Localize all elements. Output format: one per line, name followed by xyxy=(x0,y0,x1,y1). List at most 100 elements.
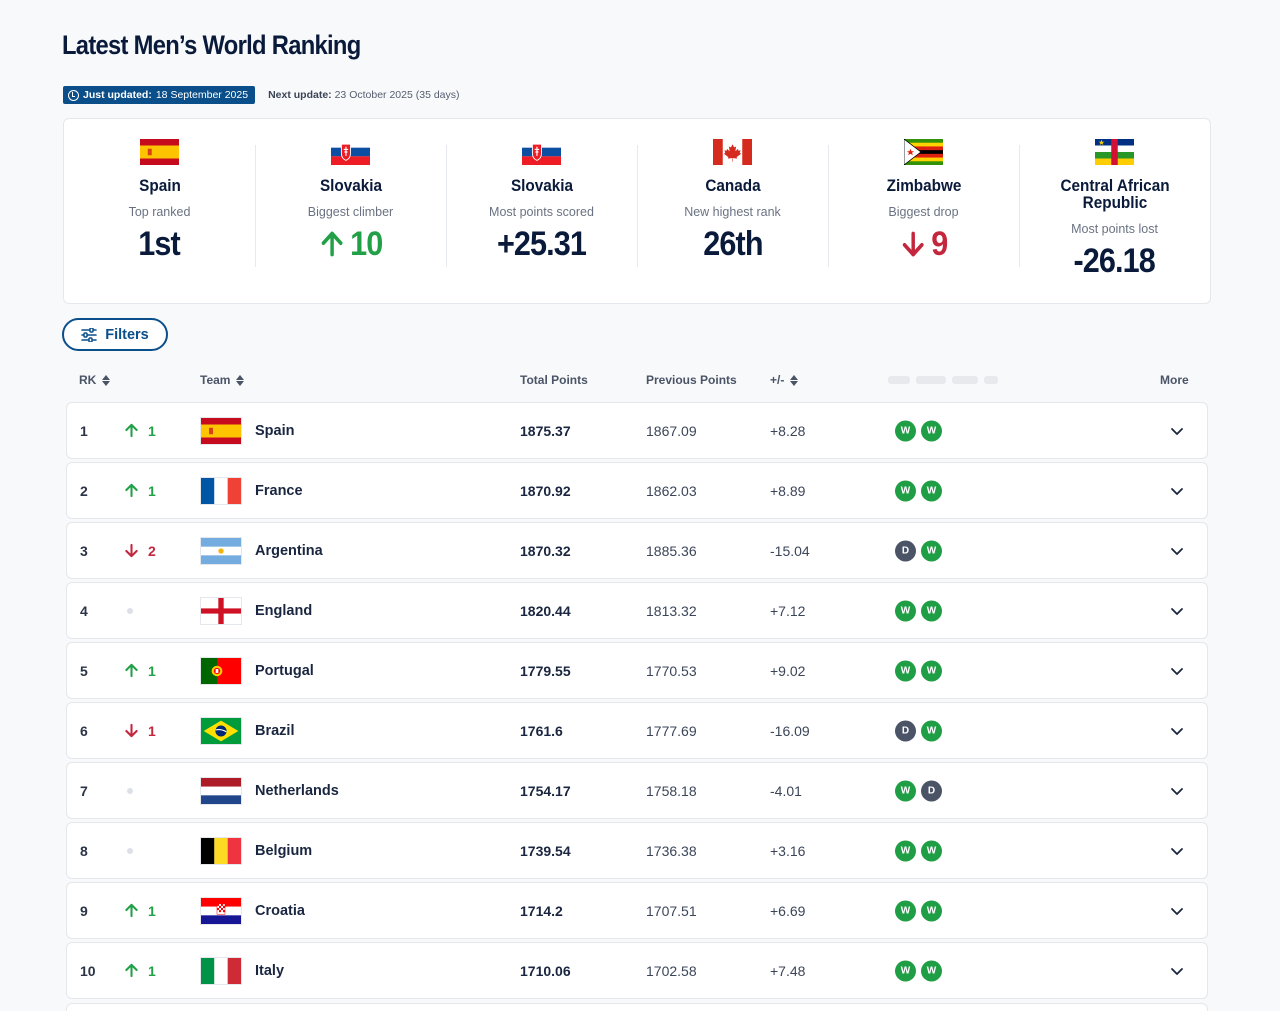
team-name[interactable]: France xyxy=(255,482,303,499)
flag-argentina-icon xyxy=(200,536,242,565)
column-total-label: Total Points xyxy=(520,373,588,387)
chevron-down-icon[interactable] xyxy=(1169,543,1185,559)
clock-icon xyxy=(68,89,79,101)
team-name[interactable]: England xyxy=(255,602,313,619)
form-result-badge: W xyxy=(921,900,942,921)
flag-england-icon xyxy=(200,596,242,625)
stat-label: New highest rank xyxy=(684,205,781,219)
stat-biggest-drop: Zimbabwe Biggest drop 9 xyxy=(828,119,1019,303)
form-result-badge: W xyxy=(921,480,942,501)
column-header-diff[interactable]: +/- xyxy=(770,373,799,387)
team-name[interactable]: Italy xyxy=(255,962,285,979)
points-diff-cell: +9.02 xyxy=(770,662,806,679)
rank-cell: 2 xyxy=(80,482,88,499)
column-header-previous-points: Previous Points xyxy=(646,373,737,387)
sort-icon xyxy=(790,374,799,386)
rank-cell: 7 xyxy=(80,782,88,799)
total-points-cell: 1754.17 xyxy=(520,782,571,799)
chevron-down-icon[interactable] xyxy=(1169,903,1185,919)
filters-button[interactable]: Filters xyxy=(62,318,168,351)
form-result-badge: W xyxy=(921,720,942,741)
form-result-badge: W xyxy=(895,600,916,621)
team-name[interactable]: Brazil xyxy=(255,722,295,739)
stat-most-points-scored: Slovakia Most points scored +25.31 xyxy=(446,119,637,303)
form-result-badge: W xyxy=(895,780,916,801)
rank-cell: 1 xyxy=(80,422,88,439)
just-updated-badge: Just updated: 18 September 2025 xyxy=(63,86,256,104)
stat-value-text: 10 xyxy=(349,225,383,263)
rank-move-value: 1 xyxy=(148,422,156,439)
table-row-partial[interactable] xyxy=(66,1003,1208,1011)
column-team-label: Team xyxy=(200,373,231,387)
stat-team: Spain xyxy=(138,176,181,195)
chevron-down-icon[interactable] xyxy=(1169,483,1185,499)
total-points-cell: 1710.06 xyxy=(520,962,571,979)
chevron-down-icon[interactable] xyxy=(1169,423,1185,439)
stat-team: Central African Republic xyxy=(1059,176,1170,212)
just-updated-label: Just updated: xyxy=(83,89,152,101)
stats-summary-card: Spain Top ranked 1st Slovakia Biggest cl… xyxy=(63,118,1211,304)
stat-value-text: 9 xyxy=(930,225,948,263)
previous-points-cell: 1862.03 xyxy=(646,482,697,499)
team-name[interactable]: Croatia xyxy=(255,902,305,919)
team-name[interactable]: Argentina xyxy=(255,542,323,559)
stat-label: Most points lost xyxy=(1071,222,1158,236)
chevron-down-icon[interactable] xyxy=(1169,843,1185,859)
chevron-down-icon[interactable] xyxy=(1169,723,1185,739)
chevron-down-icon[interactable] xyxy=(1169,783,1185,799)
team-name[interactable]: Portugal xyxy=(255,662,314,679)
form-result-badge: W xyxy=(895,840,916,861)
sort-icon xyxy=(102,374,111,386)
rank-move: 1 xyxy=(124,963,156,979)
team-name[interactable]: Spain xyxy=(255,422,295,439)
points-diff-cell: +8.28 xyxy=(770,422,806,439)
form-result-badge: D xyxy=(895,720,916,741)
form-result-badge: W xyxy=(921,960,942,981)
column-header-rank[interactable]: RK xyxy=(79,373,111,387)
previous-points-cell: 1770.53 xyxy=(646,662,697,679)
chevron-down-icon[interactable] xyxy=(1169,963,1185,979)
next-update-date: 23 October 2025 (35 days) xyxy=(334,89,460,101)
previous-points-cell: 1758.18 xyxy=(646,782,697,799)
flag-netherlands-icon xyxy=(200,776,242,805)
column-header-more: More xyxy=(1160,373,1189,387)
flag-car-icon xyxy=(1095,139,1134,165)
rank-move-value: 1 xyxy=(148,962,156,979)
total-points-cell: 1739.54 xyxy=(520,842,571,859)
previous-points-cell: 1707.51 xyxy=(646,902,697,919)
rank-move-value: 1 xyxy=(148,722,156,739)
stat-value: +25.31 xyxy=(497,224,587,264)
form-result-badge: W xyxy=(921,840,942,861)
rank-move xyxy=(124,787,133,794)
page-title: Latest Men’s World Ranking xyxy=(62,30,361,60)
stat-value-text: 1st xyxy=(138,225,181,263)
stat-value: 10 xyxy=(319,224,383,264)
stat-label: Top ranked xyxy=(128,205,191,219)
team-name[interactable]: Netherlands xyxy=(255,782,339,799)
column-header-team[interactable]: Team xyxy=(200,373,245,387)
rank-cell: 9 xyxy=(80,902,88,919)
column-diff-label: +/- xyxy=(770,373,785,387)
chevron-down-icon[interactable] xyxy=(1169,603,1185,619)
previous-points-cell: 1777.69 xyxy=(646,722,697,739)
chevron-down-icon[interactable] xyxy=(1169,663,1185,679)
team-name[interactable]: Belgium xyxy=(255,842,313,859)
flag-croatia-icon xyxy=(200,896,242,925)
form-result-badge: W xyxy=(921,540,942,561)
flag-spain-icon xyxy=(140,139,179,165)
